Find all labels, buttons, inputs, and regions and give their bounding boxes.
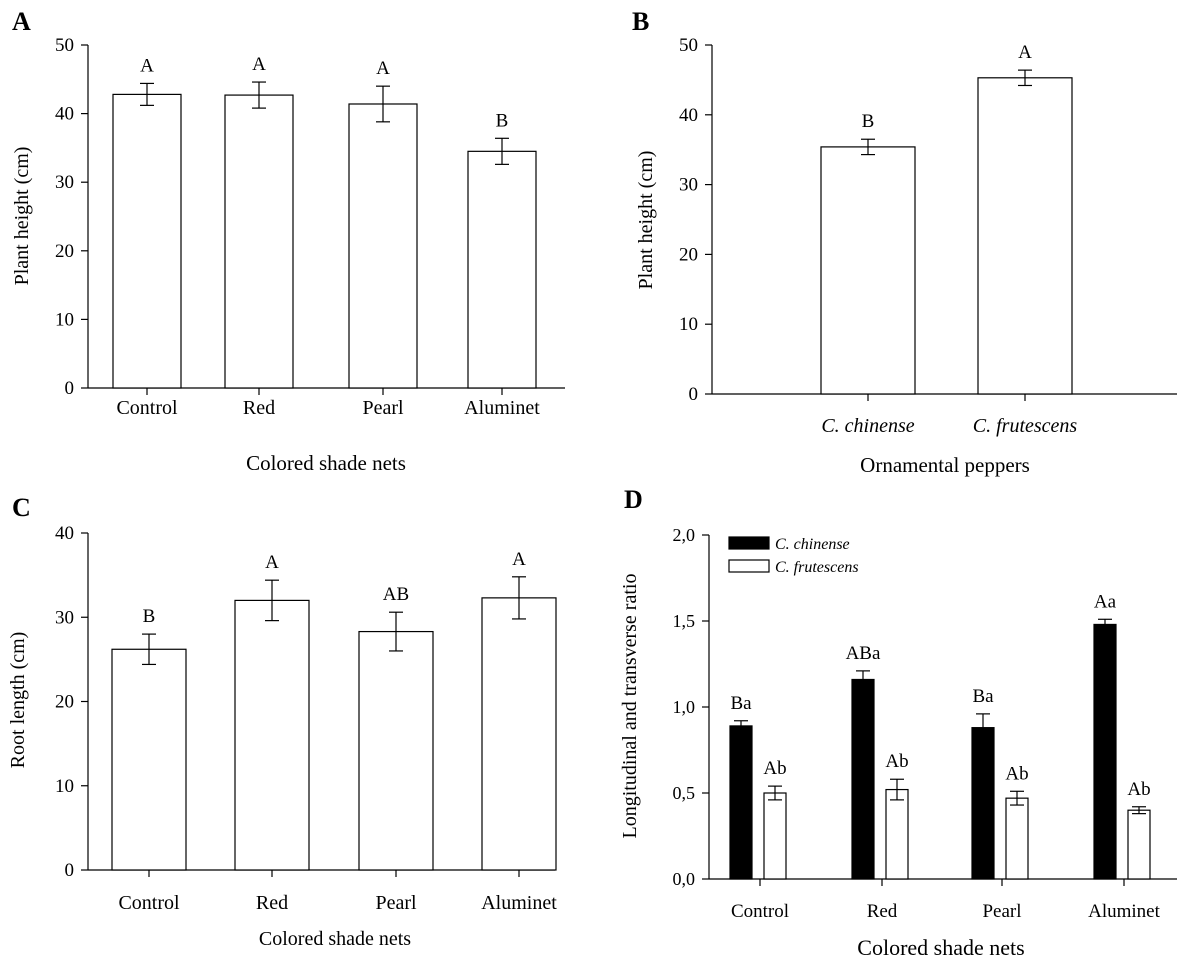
y-axis-label: Plant height (cm) (11, 147, 33, 286)
x-tick-label: Pearl (362, 397, 404, 419)
bar (112, 93, 182, 389)
significance-label: A (252, 54, 266, 75)
y-tick-label: 10 (55, 776, 74, 797)
significance-label: B (862, 111, 875, 132)
x-tick-label: Red (867, 901, 898, 922)
x-tick-label: Pearl (375, 892, 417, 914)
panel-letter: A (12, 7, 31, 36)
panel-c: C 0 10 20 30 40 Control Red Pearl Aluminet Colored… (7, 493, 557, 950)
x-tick-label: Control (118, 892, 180, 914)
legend-label: C. chinense (775, 536, 850, 553)
y-tick-label: 0 (65, 860, 75, 881)
significance-label: AB (383, 584, 409, 605)
y-tick-label: 20 (55, 692, 74, 713)
bar (729, 725, 753, 880)
y-tick-label: 50 (679, 35, 698, 56)
bar (820, 146, 916, 395)
bar (234, 599, 310, 871)
y-tick-label: 40 (679, 105, 698, 126)
bar (1005, 797, 1029, 880)
bar (971, 727, 995, 880)
y-axis-label: Plant height (cm) (635, 151, 657, 290)
y-tick-label: 0,5 (673, 783, 696, 803)
x-tick-label: Control (731, 901, 789, 922)
y-tick-label: 2,0 (673, 525, 696, 545)
significance-label: A (140, 55, 154, 76)
significance-label: Ab (1005, 763, 1028, 784)
y-tick-label: 1,5 (673, 611, 696, 631)
y-tick-label: 30 (679, 175, 698, 196)
bar (851, 678, 875, 880)
bar (1093, 623, 1117, 880)
panel-b: B 0 10 20 30 40 50 C. chinense C. frutescens Orna… (632, 7, 1177, 477)
x-axis-label: Colored shade nets (259, 928, 411, 950)
x-tick-label: Pearl (982, 901, 1021, 922)
y-tick-label: 20 (679, 244, 698, 265)
significance-label: Ab (763, 758, 786, 779)
x-tick-label: C. frutescens (973, 415, 1078, 437)
significance-label: Ab (885, 751, 908, 772)
x-tick-label: Aluminet (481, 892, 557, 914)
significance-label: A (376, 58, 390, 79)
bar (763, 792, 787, 880)
significance-label: A (512, 549, 526, 570)
y-tick-label: 50 (55, 35, 74, 56)
bar (224, 94, 294, 389)
x-tick-label: C. chinense (821, 415, 914, 437)
x-tick-label: Aluminet (464, 397, 540, 419)
legend-swatch (728, 559, 770, 573)
bar (1127, 809, 1151, 880)
legend-swatch (728, 536, 770, 550)
y-tick-label: 40 (55, 523, 74, 544)
bar (481, 597, 557, 871)
bar (977, 77, 1073, 395)
y-tick-label: 30 (55, 607, 74, 628)
x-axis-label: Colored shade nets (246, 451, 406, 475)
panel-letter: D (624, 485, 643, 514)
significance-label: B (496, 110, 509, 131)
legend-label: C. frutescens (775, 559, 859, 576)
x-tick-label: Aluminet (1088, 901, 1160, 922)
y-tick-label: 0 (65, 378, 75, 399)
x-tick-label: Red (256, 892, 288, 914)
significance-label: A (1018, 42, 1032, 63)
x-tick-label: Red (243, 397, 275, 419)
y-tick-label: 40 (55, 104, 74, 125)
x-axis-label: Colored shade nets (857, 935, 1024, 960)
significance-label: B (143, 606, 156, 627)
significance-label: A (265, 552, 279, 573)
y-tick-label: 20 (55, 241, 74, 262)
x-tick-label: Control (116, 397, 178, 419)
significance-label: Aa (1094, 591, 1117, 612)
bar (348, 103, 418, 389)
y-tick-label: 10 (679, 314, 698, 335)
bar (467, 150, 537, 389)
y-tick-label: 0 (689, 384, 699, 405)
y-tick-label: 0,0 (673, 869, 696, 889)
bar (885, 788, 909, 880)
panel-letter: B (632, 7, 649, 36)
significance-label: Ba (730, 693, 752, 714)
y-tick-label: 10 (55, 309, 74, 330)
y-tick-label: 1,0 (673, 697, 696, 717)
panel-a: A 0 10 20 30 40 50 Control Red Pearl Aluminet Color… (11, 7, 565, 475)
significance-label: Ba (972, 686, 994, 707)
bar (358, 630, 434, 871)
x-axis-label: Ornamental peppers (860, 453, 1030, 477)
y-axis-label: Root length (cm) (7, 632, 29, 769)
significance-label: ABa (846, 643, 881, 664)
significance-label: Ab (1127, 779, 1150, 800)
bar (111, 648, 187, 871)
panel-d: D 0,0 0,5 1,0 1,5 2,0 Control Red Pearl Aluminet C… (619, 485, 1177, 960)
y-tick-label: 30 (55, 172, 74, 193)
y-axis-label: Longitudinal and transverse ratio (619, 574, 641, 839)
panel-letter: C (12, 493, 31, 522)
